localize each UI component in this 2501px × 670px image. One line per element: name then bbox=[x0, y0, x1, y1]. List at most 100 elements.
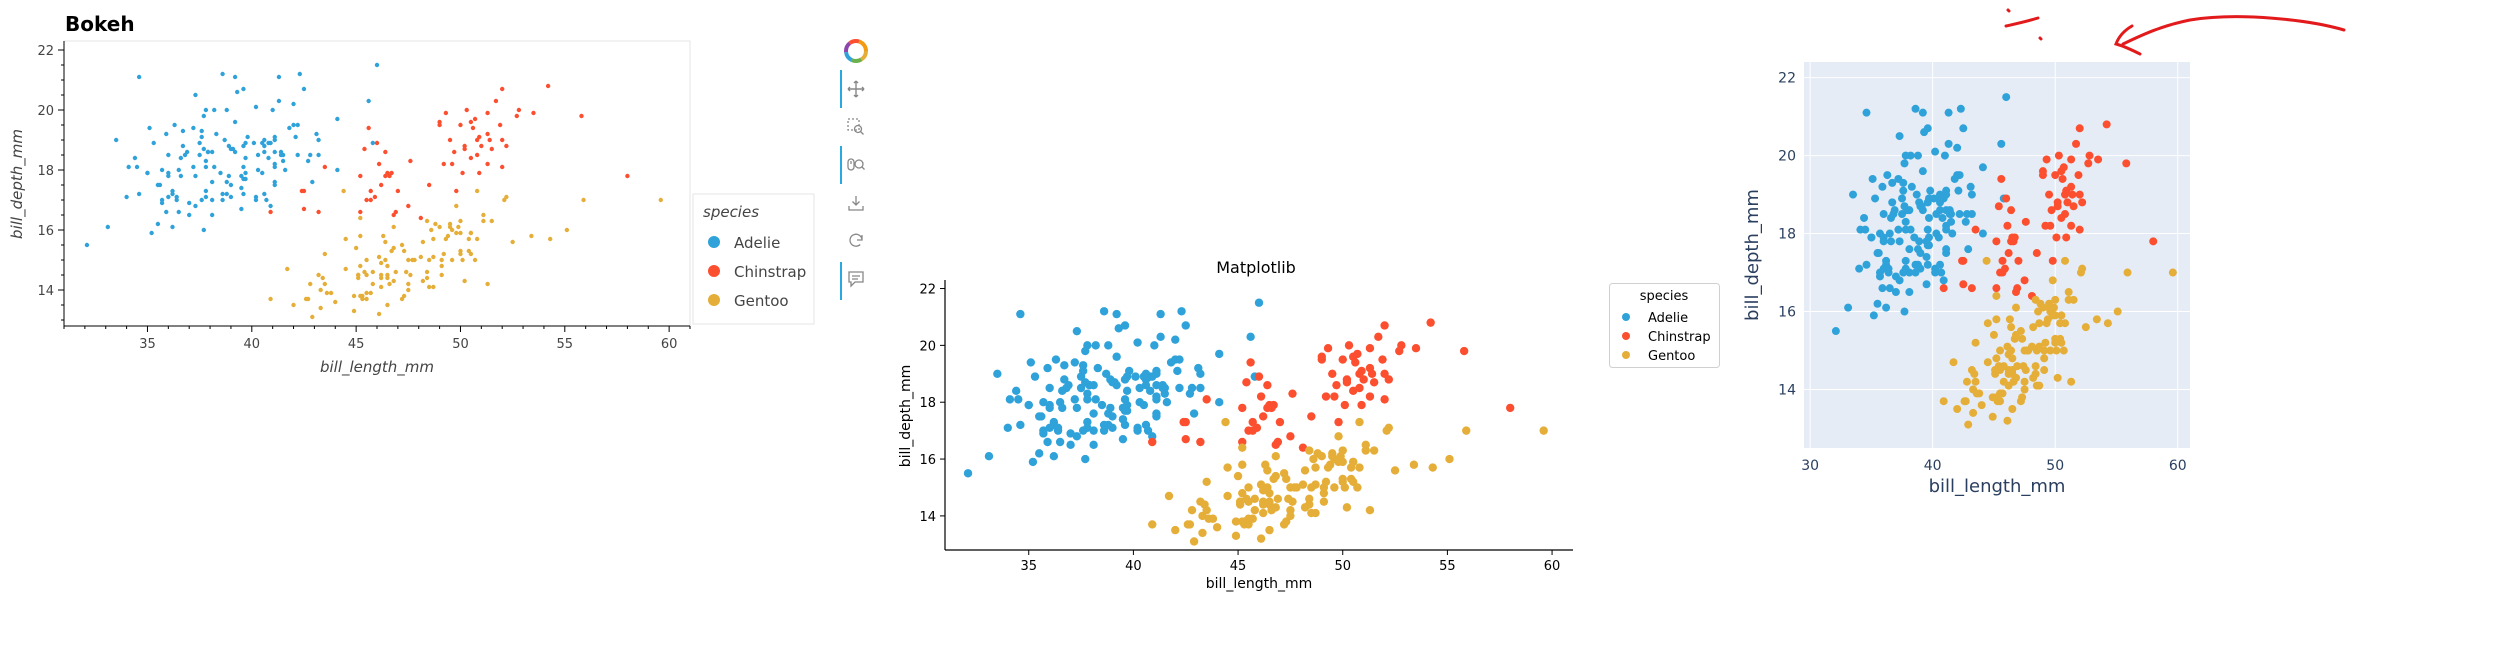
bokeh-point-gentoo bbox=[383, 239, 388, 245]
plotly-point-adelie bbox=[1899, 186, 1908, 195]
matplotlib-point-chinstrap bbox=[1380, 395, 1389, 404]
bokeh-point-gentoo bbox=[406, 257, 411, 263]
matplotlib-point-adelie bbox=[1177, 307, 1186, 316]
plotly-point-adelie bbox=[1922, 252, 1931, 261]
bokeh-point-chinstrap bbox=[301, 206, 307, 212]
matplotlib-point-gentoo bbox=[1313, 449, 1322, 458]
plotly-point-adelie bbox=[1955, 210, 1964, 219]
plotly-point-gentoo bbox=[2049, 303, 2058, 312]
wheel-zoom-icon[interactable] bbox=[843, 152, 869, 178]
bokeh-point-chinstrap bbox=[497, 122, 503, 128]
plotly-point-adelie bbox=[1953, 143, 1962, 152]
bokeh-point-adelie bbox=[178, 155, 184, 161]
matplotlib-point-gentoo bbox=[1263, 466, 1272, 475]
bokeh-point-chinstrap bbox=[443, 110, 449, 116]
hover-icon[interactable] bbox=[843, 266, 869, 292]
plotly-point-adelie bbox=[1911, 104, 1920, 113]
box-zoom-icon[interactable] bbox=[843, 114, 869, 140]
matplotlib-point-gentoo bbox=[1342, 503, 1352, 512]
bokeh-point-adelie bbox=[220, 191, 225, 197]
plotly-point-gentoo bbox=[2046, 346, 2055, 355]
bokeh-point-adelie bbox=[335, 116, 340, 122]
matplotlib-point-gentoo bbox=[1300, 466, 1310, 475]
bokeh-point-adelie bbox=[255, 152, 261, 158]
plotly-point-chinstrap bbox=[1959, 280, 1968, 289]
bokeh-point-gentoo bbox=[399, 242, 405, 248]
matplotlib-point-adelie bbox=[1028, 457, 1038, 467]
plotly-point-gentoo bbox=[1988, 412, 1997, 421]
matplotlib-point-adelie bbox=[1152, 395, 1161, 404]
reset-icon[interactable] bbox=[843, 228, 869, 254]
matplotlib-point-chinstrap bbox=[1271, 440, 1280, 450]
bokeh-point-gentoo bbox=[324, 290, 330, 296]
plotly-point-gentoo bbox=[2035, 319, 2044, 328]
plotly-point-gentoo bbox=[1971, 338, 1980, 347]
save-icon[interactable] bbox=[843, 190, 869, 216]
bokeh-point-gentoo bbox=[341, 188, 346, 194]
bokeh-point-chinstrap bbox=[472, 116, 478, 122]
bokeh-point-gentoo bbox=[368, 290, 373, 296]
matplotlib-point-gentoo bbox=[1248, 514, 1257, 523]
plotly-point-gentoo bbox=[2092, 315, 2101, 324]
matplotlib-point-adelie bbox=[1076, 383, 1086, 393]
bokeh-point-chinstrap bbox=[464, 107, 469, 113]
matplotlib-point-chinstrap bbox=[1263, 380, 1272, 390]
plotly-point-chinstrap bbox=[1994, 202, 2003, 211]
bokeh-point-adelie bbox=[282, 167, 288, 173]
bokeh-point-chinstrap bbox=[418, 215, 424, 221]
plotly-point-adelie bbox=[1888, 178, 1897, 187]
plotly-point-chinstrap bbox=[2042, 155, 2051, 164]
bokeh-point-chinstrap bbox=[545, 83, 551, 89]
bokeh-point-chinstrap bbox=[406, 203, 411, 209]
matplotlib-point-gentoo bbox=[1164, 491, 1174, 501]
bokeh-point-adelie bbox=[203, 194, 209, 200]
matplotlib-x-tick-label: 45 bbox=[1230, 559, 1247, 574]
bokeh-point-gentoo bbox=[429, 227, 434, 233]
matplotlib-point-gentoo bbox=[1263, 483, 1272, 492]
matplotlib-point-gentoo bbox=[1244, 497, 1253, 506]
bokeh-point-adelie bbox=[172, 122, 177, 128]
matplotlib-point-gentoo bbox=[1325, 460, 1335, 469]
bokeh-point-adelie bbox=[297, 71, 302, 77]
matplotlib-point-chinstrap bbox=[1349, 386, 1358, 396]
bokeh-point-chinstrap bbox=[470, 125, 476, 131]
plotly-plot[interactable]: 30 40 50 60 14 16 18 20 22 bill_length_mm bill_d… bbox=[1720, 0, 2501, 666]
matplotlib-plot[interactable]: Matplotlib 35 40 45 50 55 60 14 16 18 20 22 bill_l… bbox=[890, 0, 1620, 666]
matplotlib-point-gentoo bbox=[1361, 440, 1370, 450]
bokeh-point-adelie bbox=[245, 134, 250, 140]
matplotlib-point-adelie bbox=[1104, 341, 1113, 350]
bokeh-point-gentoo bbox=[376, 254, 382, 260]
plotly-point-adelie bbox=[1959, 124, 1968, 133]
bokeh-point-chinstrap bbox=[487, 137, 492, 143]
matplotlib-point-adelie bbox=[1026, 358, 1036, 367]
matplotlib-point-gentoo bbox=[1235, 500, 1245, 509]
bokeh-point-gentoo bbox=[439, 257, 444, 263]
bokeh-point-chinstrap bbox=[485, 161, 490, 167]
plotly-point-gentoo bbox=[2057, 311, 2066, 320]
bokeh-point-chinstrap bbox=[500, 86, 505, 92]
plotly-point-chinstrap bbox=[1998, 268, 2007, 277]
bokeh-plot[interactable]: Bokeh 35 40 45 50 55 60 14 16 18 20 22 bill_length… bbox=[0, 0, 890, 666]
pan-icon[interactable] bbox=[843, 76, 869, 102]
plotly-point-adelie bbox=[1942, 186, 1951, 195]
matplotlib-point-chinstrap bbox=[1351, 358, 1360, 367]
matplotlib-point-chinstrap bbox=[1344, 341, 1354, 350]
matplotlib-point-adelie bbox=[1152, 366, 1161, 376]
plotly-point-gentoo bbox=[2007, 323, 2016, 332]
matplotlib-point-gentoo bbox=[1212, 523, 1222, 532]
plotly-point-gentoo bbox=[2004, 369, 2013, 378]
matplotlib-point-gentoo bbox=[1384, 423, 1393, 432]
bokeh-point-adelie bbox=[170, 224, 175, 230]
bokeh-point-adelie bbox=[174, 194, 179, 200]
bokeh-point-chinstrap bbox=[493, 98, 499, 104]
bokeh-point-gentoo bbox=[391, 224, 396, 230]
bokeh-point-gentoo bbox=[391, 245, 396, 251]
bokeh-point-gentoo bbox=[433, 221, 438, 227]
bokeh-point-gentoo bbox=[472, 257, 478, 263]
plotly-point-chinstrap bbox=[2048, 256, 2057, 265]
matplotlib-point-gentoo bbox=[1223, 491, 1232, 501]
matplotlib-point-chinstrap bbox=[1286, 432, 1295, 441]
plotly-point-gentoo bbox=[2020, 385, 2029, 394]
bokeh-logo-icon[interactable] bbox=[843, 38, 869, 64]
matplotlib-point-chinstrap bbox=[1330, 392, 1339, 401]
